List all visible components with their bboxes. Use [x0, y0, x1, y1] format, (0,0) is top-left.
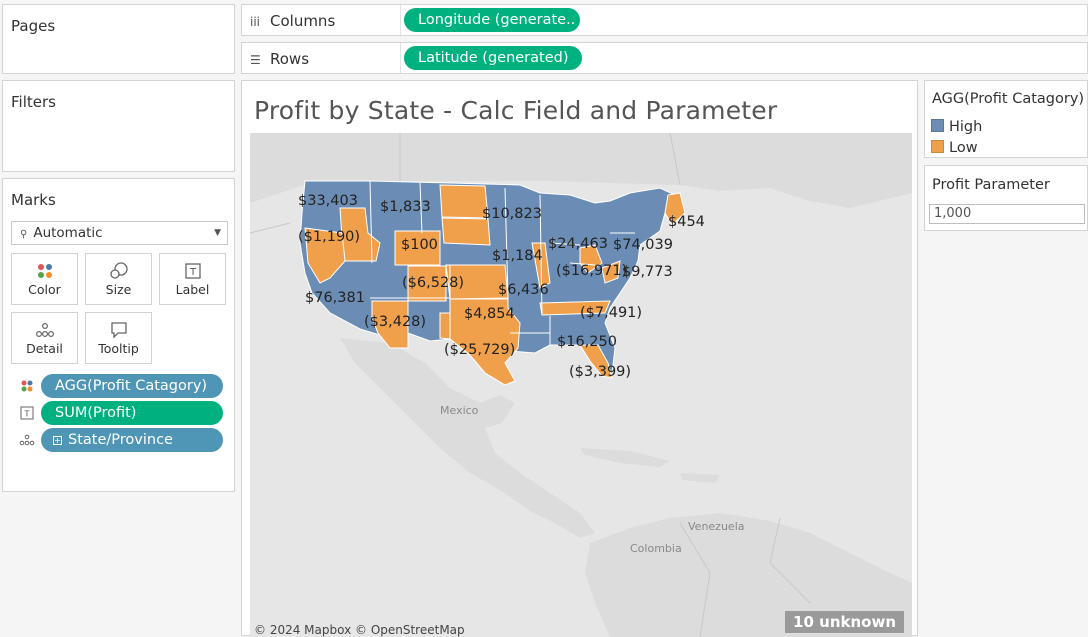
pages-shelf[interactable]: Pages [2, 4, 235, 74]
map-data-label[interactable]: $454 [668, 214, 705, 230]
label-field-pill[interactable]: SUM(Profit) [41, 401, 223, 425]
longitude-pill[interactable]: Longitude (generate.. [404, 8, 580, 32]
legend-item-low[interactable]: Low [931, 140, 978, 156]
map-data-label[interactable]: $1,833 [380, 199, 431, 215]
marks-title: Marks [11, 191, 56, 209]
map-data-label[interactable]: $4,854 [464, 306, 515, 322]
map-data-label[interactable]: $33,403 [298, 193, 358, 209]
color-legend: AGG(Profit Catagory) High Low [924, 80, 1088, 158]
detail-icon [19, 434, 35, 446]
detail-button[interactable]: Detail [11, 312, 78, 364]
map-background [250, 133, 912, 637]
parameter-title: Profit Parameter [932, 177, 1050, 193]
map-attribution[interactable]: © 2024 Mapbox © OpenStreetMap [254, 623, 465, 637]
place-label-mexico: Mexico [440, 404, 479, 417]
unknown-indicator[interactable]: 10 unknown [785, 611, 904, 633]
map-data-label[interactable]: ($6,528) [402, 275, 465, 291]
legend-swatch-low [931, 140, 944, 153]
tooltip-icon [110, 322, 127, 339]
pages-title: Pages [11, 17, 56, 35]
rows-shelf[interactable]: ☰ Rows Latitude (generated) [241, 42, 1088, 74]
expand-icon[interactable]: + [53, 436, 62, 445]
map-data-label[interactable]: $6,436 [498, 282, 549, 298]
worksheet-title: Profit by State - Calc Field and Paramet… [254, 96, 778, 125]
detail-label: Detail [26, 341, 63, 356]
map-mark-icon: ⚲ [20, 229, 28, 240]
mark-type-value: Automatic [33, 225, 103, 241]
columns-shelf[interactable]: iii Columns Longitude (generate.. [241, 4, 1088, 36]
columns-label-text: Columns [270, 12, 336, 30]
columns-label: iii Columns [250, 12, 400, 30]
legend-label-low: Low [949, 140, 978, 156]
detail-icon [35, 322, 54, 338]
svg-text:T: T [24, 410, 30, 419]
size-button[interactable]: Size [85, 253, 152, 305]
svg-text:T: T [188, 267, 196, 278]
parameter-input[interactable]: 1,000 [929, 204, 1085, 224]
tooltip-button[interactable]: Tooltip [85, 312, 152, 364]
marks-field-color[interactable]: AGG(Profit Catagory) [19, 374, 229, 398]
legend-item-high[interactable]: High [931, 119, 982, 135]
detail-field-pill[interactable]: + State/Province [41, 428, 223, 452]
label-button[interactable]: T Label [159, 253, 226, 305]
map-data-label[interactable]: ($25,729) [444, 342, 516, 358]
map-data-label[interactable]: $76,381 [305, 290, 365, 306]
map-data-label[interactable]: $100 [401, 237, 438, 253]
map-data-label[interactable]: ($3,428) [364, 314, 427, 330]
place-label-colombia: Colombia [630, 542, 682, 555]
color-icon [37, 264, 52, 278]
rows-label: ☰ Rows [250, 50, 400, 68]
color-button[interactable]: Color [11, 253, 78, 305]
map-data-label[interactable]: ($16,971) [556, 263, 628, 279]
marks-card: Marks ⚲ Automatic ▼ Color Size T Label D [2, 178, 235, 492]
marks-field-label[interactable]: T SUM(Profit) [19, 401, 229, 425]
label-label: Label [175, 282, 210, 297]
color-icon [21, 380, 33, 392]
text-label-icon: T [184, 263, 201, 279]
legend-label-high: High [949, 119, 983, 135]
color-label: Color [28, 282, 61, 297]
chevron-down-icon: ▼ [214, 228, 221, 238]
detail-field-label: State/Province [68, 432, 173, 448]
legend-title: AGG(Profit Catagory) [932, 91, 1085, 107]
mark-type-dropdown[interactable]: ⚲ Automatic ▼ [11, 221, 228, 245]
color-field-pill[interactable]: AGG(Profit Catagory) [41, 374, 223, 398]
map-data-label[interactable]: $10,823 [482, 206, 542, 222]
shelf-divider [400, 43, 401, 73]
rows-icon: ☰ [250, 53, 261, 67]
filters-shelf[interactable]: Filters [2, 80, 235, 172]
worksheet-view: Profit by State - Calc Field and Paramet… [241, 80, 918, 637]
size-icon [109, 262, 128, 279]
place-label-venezuela: Venezuela [688, 520, 745, 533]
columns-icon: iii [250, 15, 261, 29]
latitude-pill[interactable]: Latitude (generated) [404, 46, 582, 70]
profit-parameter-card: Profit Parameter 1,000 [924, 165, 1088, 231]
map-data-label[interactable]: $24,463 [548, 236, 608, 252]
rows-label-text: Rows [270, 50, 310, 68]
map-data-label[interactable]: $9,773 [622, 264, 673, 280]
map-data-label[interactable]: $74,039 [613, 237, 673, 253]
map-data-label[interactable]: ($7,491) [580, 305, 643, 321]
map-data-label[interactable]: ($1,190) [298, 229, 361, 245]
shelf-divider [400, 5, 401, 35]
size-label: Size [105, 282, 132, 297]
map[interactable]: $33,403 $1,833 $10,823 $454 ($1,190) $10… [250, 133, 912, 637]
tooltip-label: Tooltip [98, 341, 139, 356]
legend-swatch-high [931, 119, 944, 132]
map-data-label[interactable]: $1,184 [492, 248, 543, 264]
map-data-label[interactable]: ($3,399) [569, 364, 632, 380]
map-data-label[interactable]: $16,250 [557, 334, 617, 350]
marks-field-detail[interactable]: + State/Province [19, 428, 229, 452]
text-label-icon: T [20, 406, 34, 420]
filters-title: Filters [11, 93, 56, 111]
